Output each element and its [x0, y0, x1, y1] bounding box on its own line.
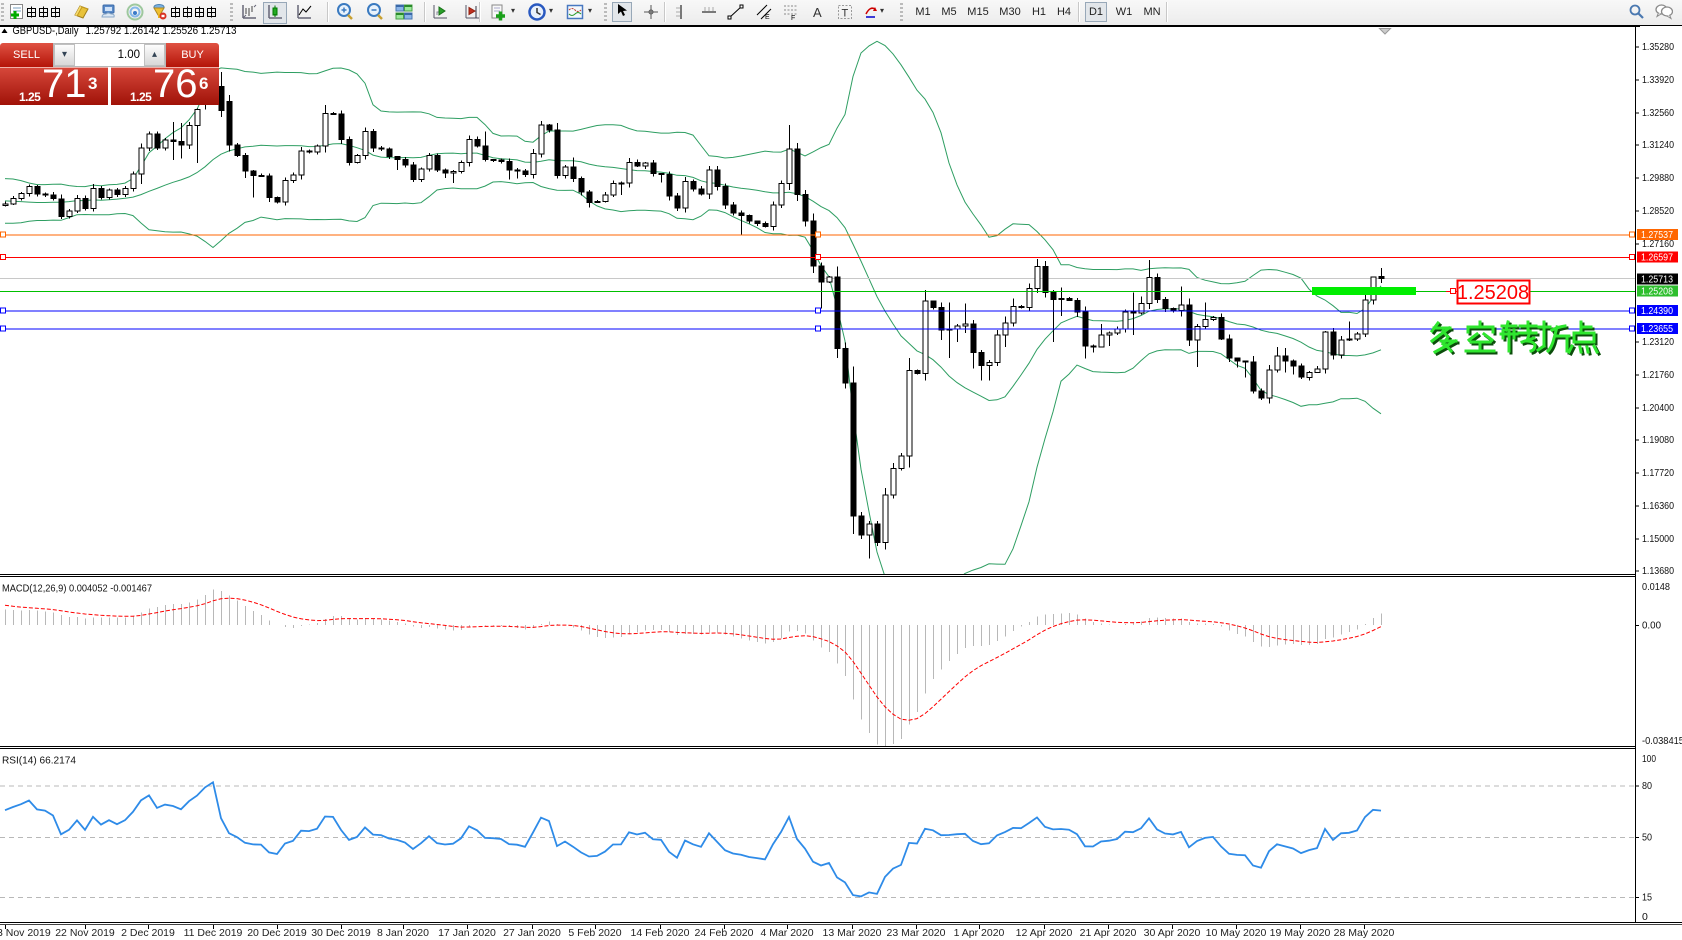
svg-text:27 Jan 2020: 27 Jan 2020: [503, 927, 561, 939]
svg-text:11 Dec 2019: 11 Dec 2019: [184, 927, 243, 939]
svg-text:13 Mar 2020: 13 Mar 2020: [823, 927, 882, 939]
svg-text:1 Apr 2020: 1 Apr 2020: [954, 927, 1005, 939]
svg-text:1.26597: 1.26597: [1641, 252, 1673, 264]
svg-text:1.23655: 1.23655: [1641, 323, 1673, 335]
svg-text:1.16360: 1.16360: [1642, 500, 1674, 512]
svg-text:1.29880: 1.29880: [1642, 172, 1674, 184]
svg-text:14 Feb 2020: 14 Feb 2020: [631, 927, 690, 939]
svg-text:1.20400: 1.20400: [1642, 402, 1674, 414]
svg-text:50: 50: [1642, 832, 1652, 844]
svg-text:1.19080: 1.19080: [1642, 434, 1674, 446]
svg-text:0.0148: 0.0148: [1642, 581, 1670, 593]
svg-text:30 Dec 2019: 30 Dec 2019: [311, 927, 371, 939]
svg-text:1.27160: 1.27160: [1642, 238, 1674, 250]
svg-text:23 Mar 2020: 23 Mar 2020: [887, 927, 946, 939]
svg-text:T: T: [842, 8, 849, 20]
svg-text:1.25208: 1.25208: [1457, 282, 1529, 304]
svg-text:-0.038415: -0.038415: [1642, 735, 1682, 747]
svg-text:GBPUSD-,Daily: GBPUSD-,Daily: [13, 25, 79, 37]
svg-text:1.27537: 1.27537: [1641, 229, 1673, 241]
svg-text:0: 0: [1642, 911, 1648, 923]
svg-text:1.13680: 1.13680: [1642, 565, 1674, 577]
svg-text:5 Feb 2020: 5 Feb 2020: [568, 927, 621, 939]
svg-text:3 Nov 2019: 3 Nov 2019: [0, 927, 51, 939]
svg-text:A: A: [813, 5, 822, 20]
svg-text:15: 15: [1642, 891, 1652, 903]
svg-text:MACD(12,26,9) 0.004052 -0.0014: MACD(12,26,9) 0.004052 -0.001467: [2, 583, 152, 595]
svg-text:1.17720: 1.17720: [1642, 467, 1674, 479]
svg-text:17 Jan 2020: 17 Jan 2020: [438, 927, 496, 939]
svg-text:10 May 2020: 10 May 2020: [1206, 927, 1267, 939]
svg-text:1.32560: 1.32560: [1642, 107, 1674, 119]
svg-text:1.21760: 1.21760: [1642, 369, 1674, 381]
svg-text:1.25713: 1.25713: [1641, 274, 1673, 286]
svg-text:RSI(14) 66.2174: RSI(14) 66.2174: [2, 755, 76, 767]
svg-text:30 Apr 2020: 30 Apr 2020: [1144, 927, 1201, 939]
svg-text:E: E: [765, 14, 770, 21]
svg-text:1.25792 1.26142 1.25526 1.2571: 1.25792 1.26142 1.25526 1.25713: [86, 25, 237, 37]
svg-text:19 May 2020: 19 May 2020: [1270, 927, 1331, 939]
svg-text:1.15000: 1.15000: [1642, 533, 1674, 545]
svg-text:80: 80: [1642, 780, 1652, 792]
svg-text:20 Dec 2019: 20 Dec 2019: [247, 927, 307, 939]
svg-text:4 Mar 2020: 4 Mar 2020: [760, 927, 813, 939]
svg-text:21 Apr 2020: 21 Apr 2020: [1080, 927, 1137, 939]
svg-text:F: F: [791, 15, 795, 21]
svg-text:1.31240: 1.31240: [1642, 139, 1674, 151]
svg-text:1.24390: 1.24390: [1641, 305, 1673, 317]
svg-text:24 Feb 2020: 24 Feb 2020: [695, 927, 754, 939]
svg-text:0.00: 0.00: [1642, 620, 1661, 632]
svg-text:2 Dec 2019: 2 Dec 2019: [121, 927, 175, 939]
svg-text:1.28520: 1.28520: [1642, 205, 1674, 217]
svg-text:22 Nov 2019: 22 Nov 2019: [55, 927, 115, 939]
svg-text:1.35280: 1.35280: [1642, 41, 1674, 53]
svg-text:1.23120: 1.23120: [1642, 336, 1674, 348]
svg-text:8 Jan 2020: 8 Jan 2020: [377, 927, 429, 939]
svg-text:12 Apr 2020: 12 Apr 2020: [1016, 927, 1073, 939]
svg-text:1.33920: 1.33920: [1642, 74, 1674, 86]
svg-text:1.25208: 1.25208: [1641, 285, 1673, 297]
svg-text:28 May 2020: 28 May 2020: [1334, 927, 1395, 939]
svg-text:100: 100: [1642, 753, 1656, 765]
